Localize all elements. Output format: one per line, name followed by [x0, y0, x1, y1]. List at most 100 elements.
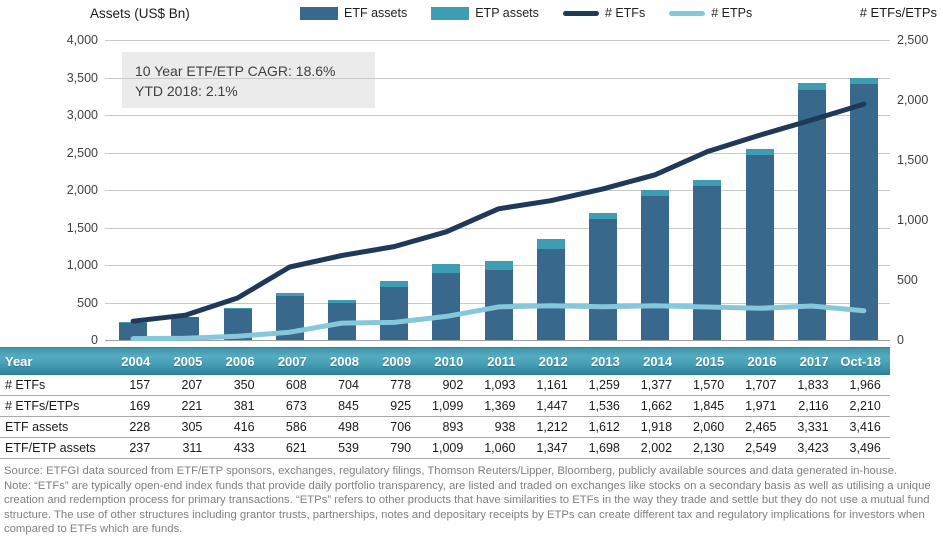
table-cell-2009: 706 [390, 420, 412, 434]
table-cell-2012: 1,347 [536, 441, 568, 455]
bar-segment-etp-assets-2011 [484, 260, 513, 270]
gridline-3500 [105, 77, 890, 79]
table-header-row: Year 2004 2005 2006 2007 2008 2009 2010 2011 2012… [0, 347, 890, 375]
table-header-2017: 2017 [799, 354, 829, 369]
table-cell-2016: 1,971 [745, 399, 777, 413]
gridline-4000 [105, 40, 890, 41]
source-text: Source: ETFGI data sourced from ETF/ETP … [4, 465, 898, 477]
left-axis-tick-2500: 2,500 [66, 145, 98, 160]
table-cell-2011: 938 [494, 420, 516, 434]
table-cell-2010: 1,099 [432, 399, 464, 413]
left-axis-tick-2000: 2,000 [66, 183, 98, 197]
bar-segment-etf-assets-2007 [275, 296, 304, 340]
legend-item-etp-assets: ETP assets [431, 6, 539, 20]
table-header-2011: 2011 [487, 354, 516, 369]
table-cell-2017: 3,423 [797, 441, 829, 455]
table-cell-2005: 221 [181, 399, 203, 413]
legend-item--etfs: # ETFs [562, 6, 646, 20]
table-cell-2008: 845 [338, 399, 359, 413]
right-axis-tick-2500: 2,500 [897, 33, 929, 47]
table-header-2016: 2016 [747, 354, 777, 369]
table-cell-2012: 1,161 [536, 378, 568, 392]
bar-2013 [588, 212, 617, 340]
table-row-etf-etp-assets: ETF/ETP assets 237 311 433 621 539 790 1,009 1,0… [0, 438, 890, 459]
table-cell-2008: 704 [338, 378, 359, 392]
table-cell-2006: 350 [233, 378, 255, 392]
table-cell-2007: 608 [285, 378, 307, 392]
bar-segment-etf-assets-2008 [327, 302, 356, 340]
table-cell-2009: 778 [390, 378, 412, 392]
right-axis-tick-1500: 1,500 [897, 153, 929, 167]
left-axis-tick-1000: 1,000 [66, 258, 98, 272]
table-cell-2005: 207 [181, 378, 203, 392]
table-cell-2006: 416 [233, 420, 255, 434]
bar-segment-etp-assets-2017 [797, 83, 826, 91]
bar-segment-etf-assets-2011 [484, 269, 513, 340]
bar-segment-etp-assets-2012 [536, 238, 565, 250]
bar-segment-etf-assets-2004 [119, 322, 148, 340]
table-cell-2010: 902 [442, 378, 464, 392]
table-cell-2013: 1,259 [588, 378, 620, 392]
table-header-2013: 2013 [590, 354, 620, 369]
bar-segment-etf-assets-2009 [380, 287, 409, 340]
table-header-2010: 2010 [434, 354, 464, 369]
bar-2007 [275, 293, 304, 340]
bar-2005 [171, 316, 200, 340]
table-cell-2004: 237 [129, 441, 151, 455]
table-cell-2004: 169 [129, 399, 151, 413]
bar-segment-etp-assets-Oct-18 [849, 77, 878, 84]
table-cell-2016: 2,549 [745, 441, 777, 455]
table-cell-2014: 1,377 [640, 378, 673, 392]
bar-2014 [641, 189, 670, 340]
bar-segment-etf-assets-2015 [693, 185, 722, 340]
bar-segment-etf-assets-2016 [745, 155, 774, 340]
table-cell-2012: 1,447 [536, 399, 568, 413]
left-axis-tick-3500: 3,500 [66, 70, 98, 85]
bar-segment-etp-assets-2010 [432, 264, 461, 273]
bar-segment-etf-assets-2012 [536, 249, 565, 340]
table-header-2006: 2006 [225, 354, 255, 369]
table-cell-2012: 1,212 [536, 420, 568, 434]
bar-2017 [797, 83, 826, 340]
legend-label: # ETFs [604, 6, 646, 20]
right-axis-tick-0: 0 [897, 333, 904, 347]
gridline-3000 [105, 115, 890, 116]
table-cell-2005: 305 [181, 420, 203, 434]
bar-segment-etf-assets-2014 [641, 196, 670, 340]
table-row-etf-assets: ETF assets 228 305 416 586 498 706 893 938 1,212 1… [0, 417, 890, 438]
table-cell-2006: 433 [233, 441, 255, 455]
bar-segment-etf-assets-2005 [171, 317, 200, 340]
legend-swatch-bar-icon [431, 6, 470, 20]
row-label: # ETFs [5, 378, 46, 392]
table-cell-2010: 893 [442, 420, 464, 434]
right-axis-title: # ETFs/ETPs [859, 5, 937, 20]
bar-segment-etf-assets-2010 [432, 273, 461, 340]
table-cell-2013: 1,612 [588, 420, 620, 434]
bar-segment-etf-assets-2006 [223, 308, 252, 340]
table-cell-2017: 1,833 [797, 378, 829, 392]
table-cell-2017: 3,331 [797, 420, 829, 434]
legend-item-etf-assets: ETF assets [300, 6, 407, 20]
legend-swatch-line-icon [669, 10, 706, 16]
right-axis-tick-1000: 1,000 [897, 213, 929, 227]
bar-segment-etf-assets-2013 [588, 219, 617, 340]
right-axis-tick-500: 500 [897, 273, 918, 287]
table-cell-2013: 1,536 [588, 399, 620, 413]
table-header-2015: 2015 [695, 354, 725, 369]
gridline-0 [105, 340, 890, 341]
ytd-line: YTD 2018: 2.1% [135, 83, 238, 99]
table-cell-2013: 1,698 [588, 441, 620, 455]
legend-item--etps: # ETPs [669, 6, 752, 20]
bar-2006 [223, 307, 252, 340]
table-header-2009: 2009 [382, 354, 412, 369]
table-header-2014: 2014 [643, 354, 673, 369]
bar-2010 [432, 264, 461, 340]
table-cell-2006: 381 [233, 399, 255, 413]
table-cell-2014: 1,662 [640, 399, 673, 413]
right-axis-tick-2000: 2,000 [897, 93, 929, 107]
bar-2011 [484, 260, 513, 340]
left-axis-title: Assets (US$ Bn) [90, 6, 190, 21]
bar-segment-etf-assets-2017 [797, 90, 826, 340]
left-axis-tick-0: 0 [91, 333, 98, 347]
cagr-line: 10 Year ETF/ETP CAGR: 18.6% [135, 63, 336, 79]
